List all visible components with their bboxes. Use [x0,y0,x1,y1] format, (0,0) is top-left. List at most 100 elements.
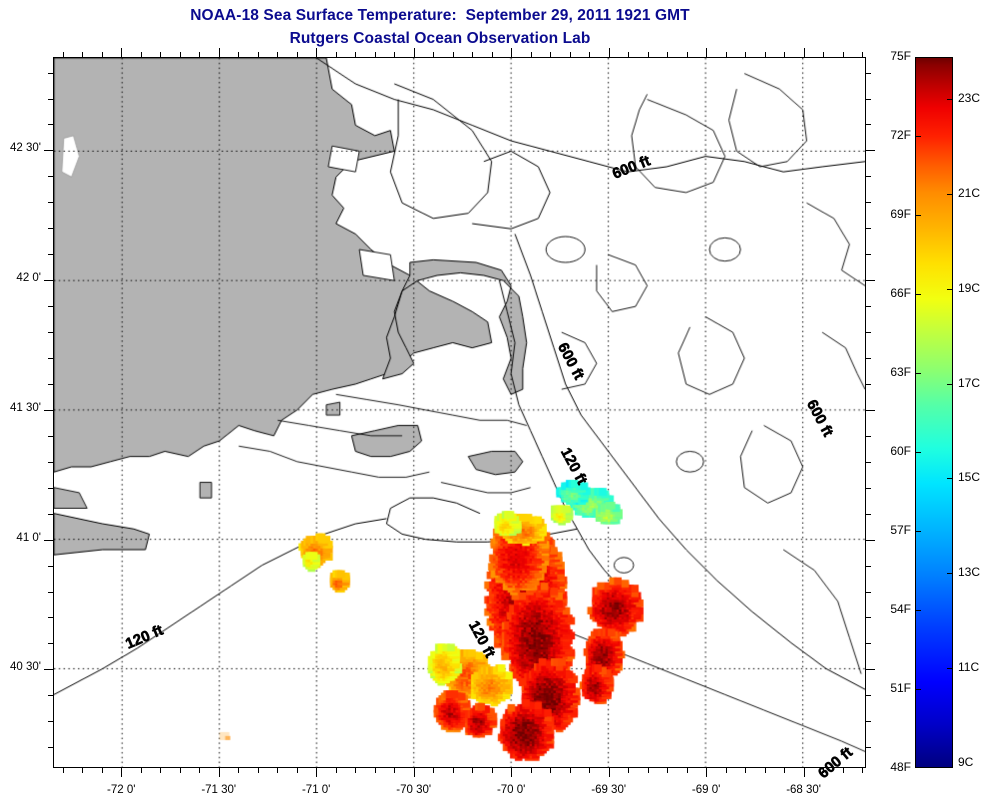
colorbar-fahrenheit-label: 48F [890,760,911,774]
sst-map-canvas[interactable] [54,58,865,767]
colorbar-fahrenheit-label: 51F [890,681,911,695]
x-axis-minor-tick [335,768,337,773]
x-axis-tick-top [511,48,513,57]
y-axis-minor-tick [48,591,53,593]
y-axis-label: 40 30' [10,661,41,674]
y-axis-tick [44,409,53,411]
x-axis-minor-tick [140,768,142,773]
colorbar-fahrenheit-label: 54F [890,602,911,616]
y-axis-minor-tick [48,332,53,334]
colorbar-tick [947,99,953,101]
y-axis-minor-tick [866,435,871,437]
colorbar-celsius-label: 9C [958,754,974,769]
x-axis-minor-tick [589,52,591,57]
y-axis-minor-tick [48,202,53,204]
y-axis-minor-tick [866,332,871,334]
colorbar-tick [947,573,953,575]
colorbar-celsius-label: 21C [958,185,981,200]
y-axis-minor-tick [866,254,871,256]
x-axis-minor-tick [842,52,844,57]
y-axis-minor-tick [48,695,53,697]
y-axis-minor-tick [866,643,871,645]
y-axis-minor-tick [48,487,53,489]
x-axis-minor-tick [433,768,435,773]
sst-map-panel[interactable] [53,57,866,768]
y-axis-minor-tick [866,513,871,515]
y-axis-minor-tick [48,72,53,74]
x-axis-minor-tick [823,768,825,773]
y-axis-minor-tick [866,383,871,385]
x-axis-minor-tick [277,768,279,773]
x-axis-minor-tick [296,768,298,773]
chart-title-block: NOAA-18 Sea Surface Temperature: Septemb… [0,4,880,50]
x-axis-minor-tick [628,52,630,57]
colorbar-celsius-label: 17C [958,375,981,390]
x-axis-minor-tick [530,768,532,773]
colorbar-tick [947,383,953,385]
x-axis-minor-tick [569,52,571,57]
x-axis-minor-tick [160,768,162,773]
y-axis-minor-tick [48,721,53,723]
y-axis-tick [44,669,53,671]
y-axis-minor-tick [866,358,871,359]
y-axis-minor-tick [866,461,871,463]
x-axis-minor-tick [491,52,493,57]
y-axis-minor-tick [866,695,871,697]
x-axis-label: -71 0' [301,784,331,796]
y-axis-minor-tick [48,306,53,308]
x-axis-tick [706,768,708,777]
y-axis-minor-tick [866,306,871,308]
x-axis-label: -68 30' [786,784,822,796]
colorbar-celsius-label: 15C [958,470,981,485]
x-axis-minor-tick [764,52,766,57]
x-axis-minor-tick [179,768,181,773]
colorbar-fahrenheit-label: 57F [890,523,911,537]
y-axis-minor-tick [866,487,871,489]
x-axis-minor-tick [725,52,727,57]
y-axis-minor-tick [48,254,53,256]
y-axis-tick [866,539,875,541]
y-axis-minor-tick [48,176,53,178]
x-axis-minor-tick [764,768,766,773]
x-axis-tick [218,768,220,777]
x-axis-minor-tick [569,768,571,773]
x-axis-minor-tick [101,52,103,57]
y-axis-minor-tick [48,98,53,100]
x-axis-minor-tick [277,52,279,57]
x-axis-minor-tick [862,52,864,57]
y-axis-minor-tick [48,358,53,359]
colorbar-tick [947,193,953,195]
y-axis-minor-tick [48,513,53,515]
x-axis-minor-tick [589,768,591,773]
x-axis-minor-tick [667,52,669,57]
colorbar-tick [915,215,921,216]
x-axis-minor-tick [355,52,357,57]
y-axis-minor-tick [866,72,871,74]
x-axis-tick-top [413,48,415,57]
y-axis-label: 42 0' [16,272,41,285]
x-axis-minor-tick [452,52,454,57]
colorbar-tick [947,667,953,669]
colorbar-fahrenheit-label: 66F [890,286,911,300]
x-axis-minor-tick [257,52,259,57]
x-axis-minor-tick [101,768,103,773]
x-axis-label: -70 0' [496,784,526,796]
x-axis-minor-tick [179,52,181,57]
x-axis-minor-tick [862,768,864,773]
y-axis-minor-tick [866,202,871,204]
x-axis-label: -69 0' [691,784,721,796]
temperature-colorbar[interactable] [915,57,953,768]
colorbar-celsius-label: 13C [958,565,981,580]
colorbar-celsius-label: 11C [958,659,980,674]
y-axis-tick [44,150,53,152]
x-axis-minor-tick [491,768,493,773]
y-axis-minor-tick [48,643,53,645]
x-axis-minor-tick [394,768,396,773]
x-axis-minor-tick [452,768,454,773]
y-axis-minor-tick [48,383,53,385]
x-axis-minor-tick [686,768,688,773]
x-axis-tick [316,768,318,777]
colorbar-celsius-label: 19C [958,280,981,295]
x-axis-minor-tick [374,768,376,773]
x-axis-label: -72 0' [107,784,136,796]
